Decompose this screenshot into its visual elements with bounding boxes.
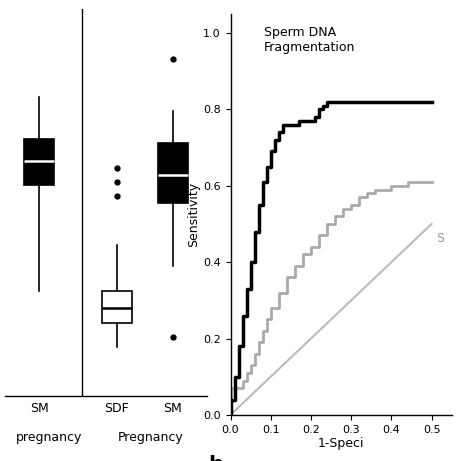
Text: pregnancy: pregnancy xyxy=(16,431,83,444)
Bar xyxy=(158,143,188,203)
Text: b: b xyxy=(208,455,224,461)
X-axis label: 1-Speci: 1-Speci xyxy=(318,437,364,450)
Bar xyxy=(24,140,54,185)
Text: S: S xyxy=(436,232,444,245)
Bar xyxy=(102,291,132,323)
Text: Pregnancy: Pregnancy xyxy=(118,431,183,444)
Text: Sperm DNA
Fragmentation: Sperm DNA Fragmentation xyxy=(264,26,355,54)
Y-axis label: Sensitivity: Sensitivity xyxy=(187,182,200,247)
